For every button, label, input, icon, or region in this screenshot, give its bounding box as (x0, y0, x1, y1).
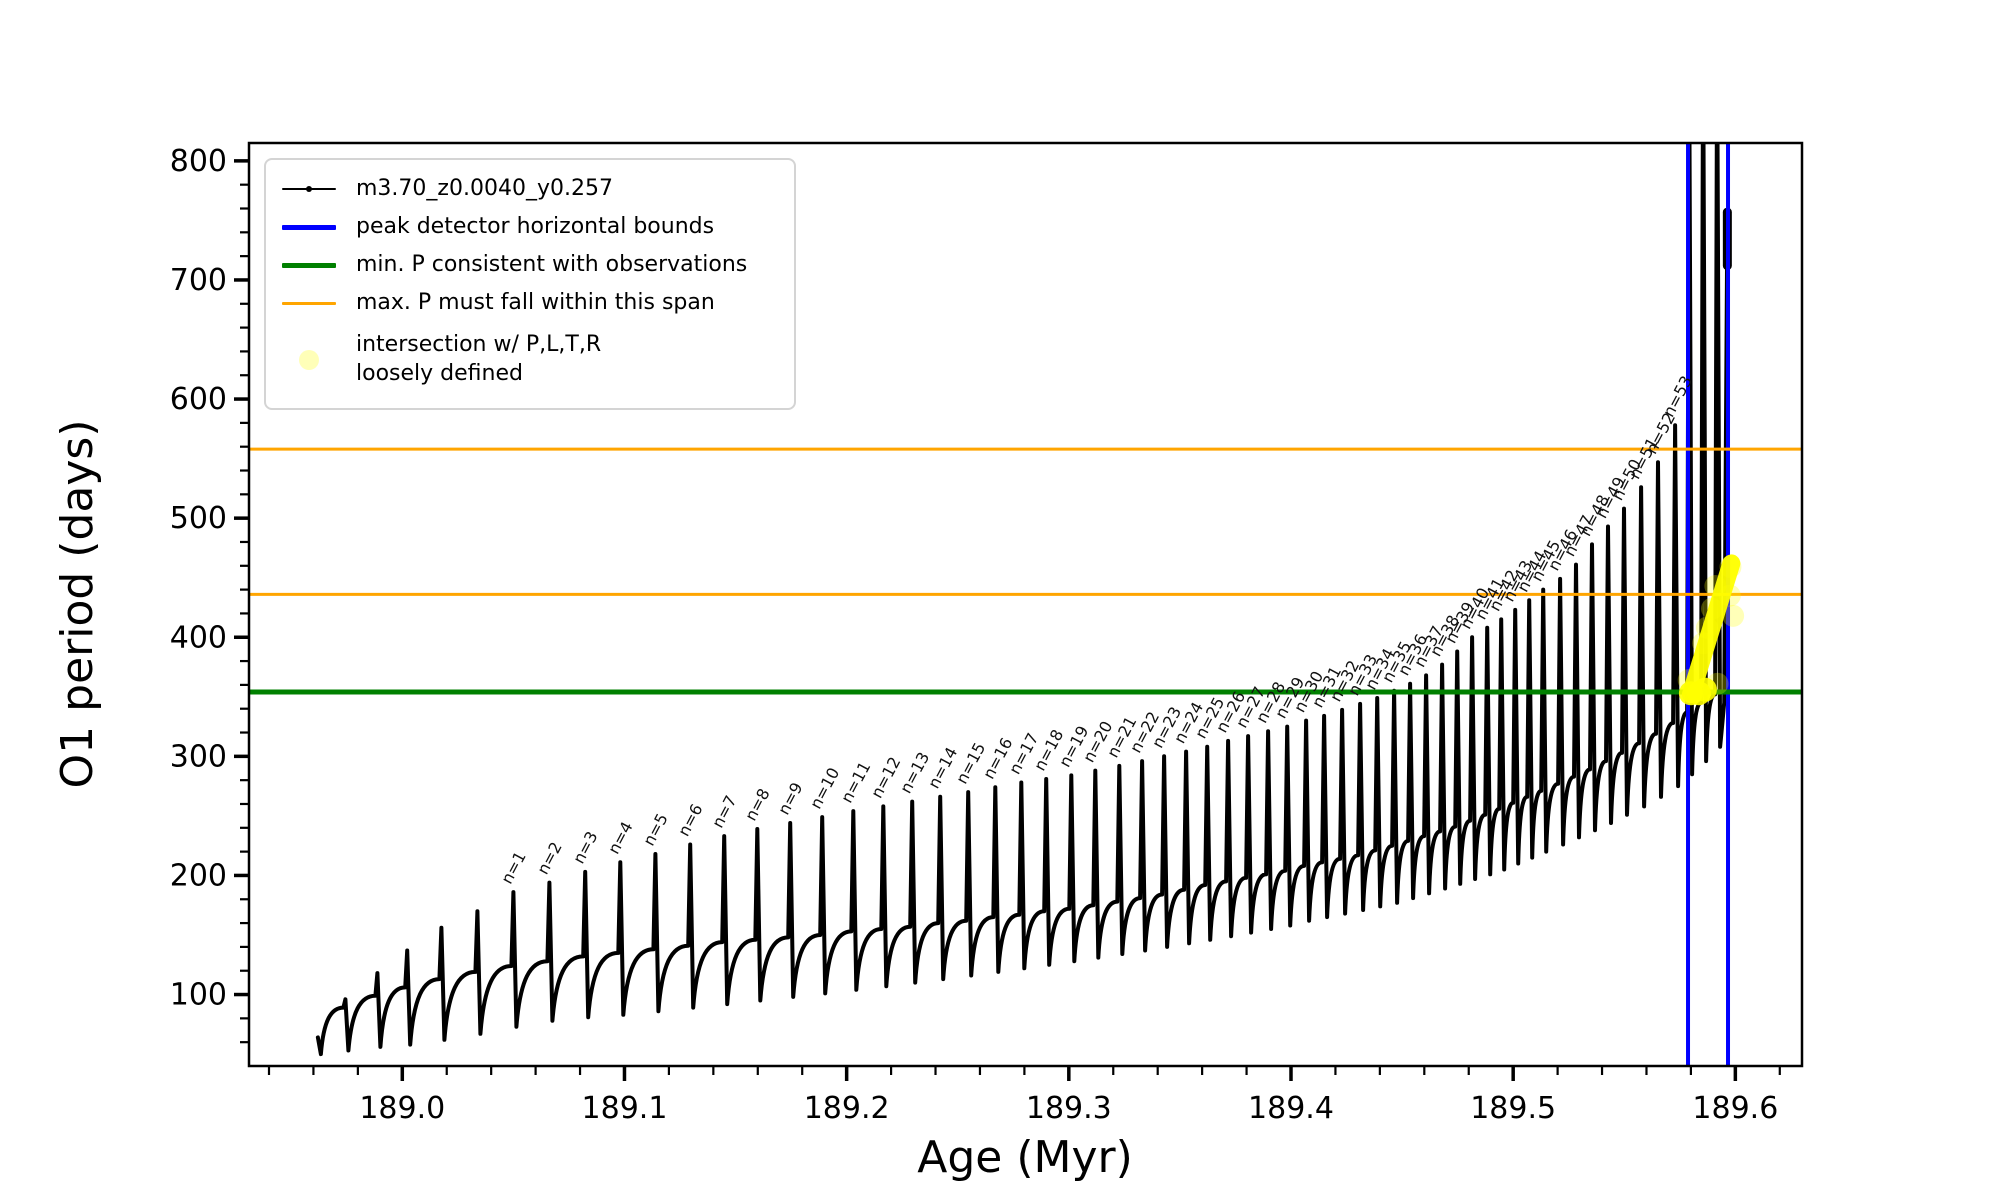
legend-entry-max-p: max. P must fall within this span (282, 284, 778, 322)
legend-label-intersection-line1: intersection w/ P,L,T,R (356, 332, 602, 358)
y-tick-label: 100 (170, 978, 227, 1013)
pulse-label: n=14 (924, 744, 961, 792)
blue-line-swatch (282, 224, 336, 230)
pulse-label: n=12 (867, 754, 904, 802)
green-line-swatch (282, 262, 336, 268)
legend-label-track: m3.70_z0.0040_y0.257 (356, 175, 613, 201)
x-tick-label: 189.4 (1248, 1091, 1334, 1126)
legend: m3.70_z0.0040_y0.257 peak detector horiz… (264, 158, 796, 410)
pulse-label: n=1 (497, 848, 530, 887)
pulse-label: n=9 (774, 779, 807, 818)
track-line-swatch (282, 186, 336, 192)
y-tick-label: 400 (170, 620, 227, 655)
track-curve (315, 143, 1730, 1057)
track-marker-dot (306, 186, 312, 192)
pulse-label: n=4 (604, 818, 637, 857)
y-tick-label: 800 (170, 144, 227, 179)
pulse-label: n=3 (569, 828, 602, 867)
x-tick-label: 189.2 (804, 1091, 890, 1126)
pulse-label: n=11 (837, 758, 874, 806)
legend-entry-track: m3.70_z0.0040_y0.257 (282, 170, 778, 208)
legend-label-peak-bounds: peak detector horizontal bounds (356, 213, 715, 239)
pulse-label: n=2 (533, 839, 566, 878)
legend-label-max-p: max. P must fall within this span (356, 289, 715, 315)
x-tick-label: 189.3 (1026, 1091, 1112, 1126)
pulse-label: n=7 (708, 792, 741, 831)
legend-entry-intersection: intersection w/ P,L,T,R loosely defined (282, 322, 778, 398)
y-tick-label: 300 (170, 739, 227, 774)
legend-entry-min-p: min. P consistent with observations (282, 246, 778, 284)
legend-label-min-p: min. P consistent with observations (356, 251, 748, 277)
x-tick-label: 189.1 (582, 1091, 668, 1126)
plot-frame (247, 141, 1804, 1068)
intersection-streak (1681, 554, 1741, 704)
x-tick-label: 189.0 (359, 1091, 445, 1126)
y-tick-label: 600 (170, 382, 227, 417)
pulse-label: n=6 (674, 801, 707, 840)
pulse-label: n=8 (741, 785, 774, 824)
pulse-label: n=13 (896, 749, 933, 797)
y-tick-label: 200 (170, 858, 227, 893)
y-tick-label: 700 (170, 263, 227, 298)
intersection-foot-point (1692, 677, 1717, 702)
x-tick-label: 189.6 (1692, 1091, 1778, 1126)
x-tick-label: 189.5 (1470, 1091, 1556, 1126)
legend-entry-peak-bounds: peak detector horizontal bounds (282, 208, 778, 246)
pulse-label: n=5 (639, 810, 672, 849)
legend-label-intersection-line2: loosely defined (356, 361, 523, 386)
yellow-marker-swatch (282, 350, 336, 370)
x-axis-label: Age (Myr) (917, 1132, 1133, 1183)
orange-line-swatch (282, 301, 336, 305)
y-tick-label: 500 (170, 501, 227, 536)
intersection-faint-point (1722, 604, 1745, 627)
axis-ticks: 189.0 189.1 189.2 189.3 189.4 189.5 189.6 100 20… (170, 144, 1781, 1126)
y-axis-label: O1 period (days) (52, 420, 103, 789)
plot-area-content (249, 143, 1802, 1066)
pulse-label: n=10 (806, 764, 843, 812)
